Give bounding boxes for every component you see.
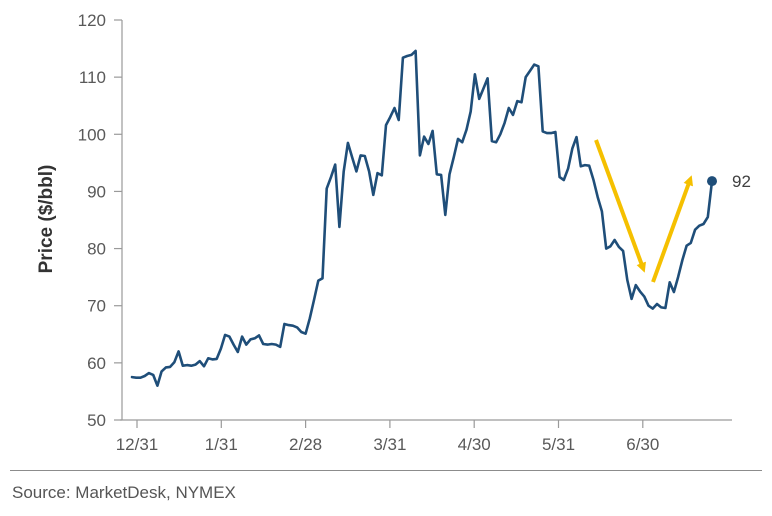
x-axis-ticks: 12/31 1/31 2/28 3/31 4/30 5/31 6/30	[116, 420, 659, 454]
y-axis-ticks: 50 60 70 80 90 100 110 120	[78, 11, 123, 430]
last-value-marker	[707, 176, 717, 187]
x-tick-label: 6/30	[626, 435, 659, 454]
y-tick-label: 100	[78, 125, 106, 144]
y-tick-label: 110	[79, 68, 106, 87]
x-tick-label: 5/31	[542, 435, 575, 454]
y-tick-label: 90	[87, 182, 106, 201]
x-tick-label: 1/31	[205, 435, 238, 454]
y-tick-label: 120	[78, 11, 106, 30]
y-tick-label: 60	[87, 354, 106, 373]
x-tick-label: 3/31	[373, 435, 406, 454]
down-trend-arrow	[594, 139, 646, 273]
y-tick-label: 50	[87, 411, 106, 430]
x-tick-label: 2/28	[289, 435, 322, 454]
up-trend-arrow	[651, 175, 693, 283]
y-axis-title: Price ($/bbl)	[36, 165, 57, 274]
last-value-label: 92	[732, 172, 751, 191]
footer-divider	[10, 470, 762, 471]
x-tick-label: 12/31	[116, 435, 159, 454]
oil-price-chart: 50 60 70 80 90 100 110 120 12/31 1/31 2/28 3/31 4/3…	[36, 11, 751, 454]
source-note: Source: MarketDesk, NYMEX	[12, 483, 236, 502]
y-tick-label: 80	[87, 240, 106, 259]
y-tick-label: 70	[87, 297, 106, 316]
price-series-line	[130, 49, 714, 387]
x-tick-label: 4/30	[458, 435, 491, 454]
